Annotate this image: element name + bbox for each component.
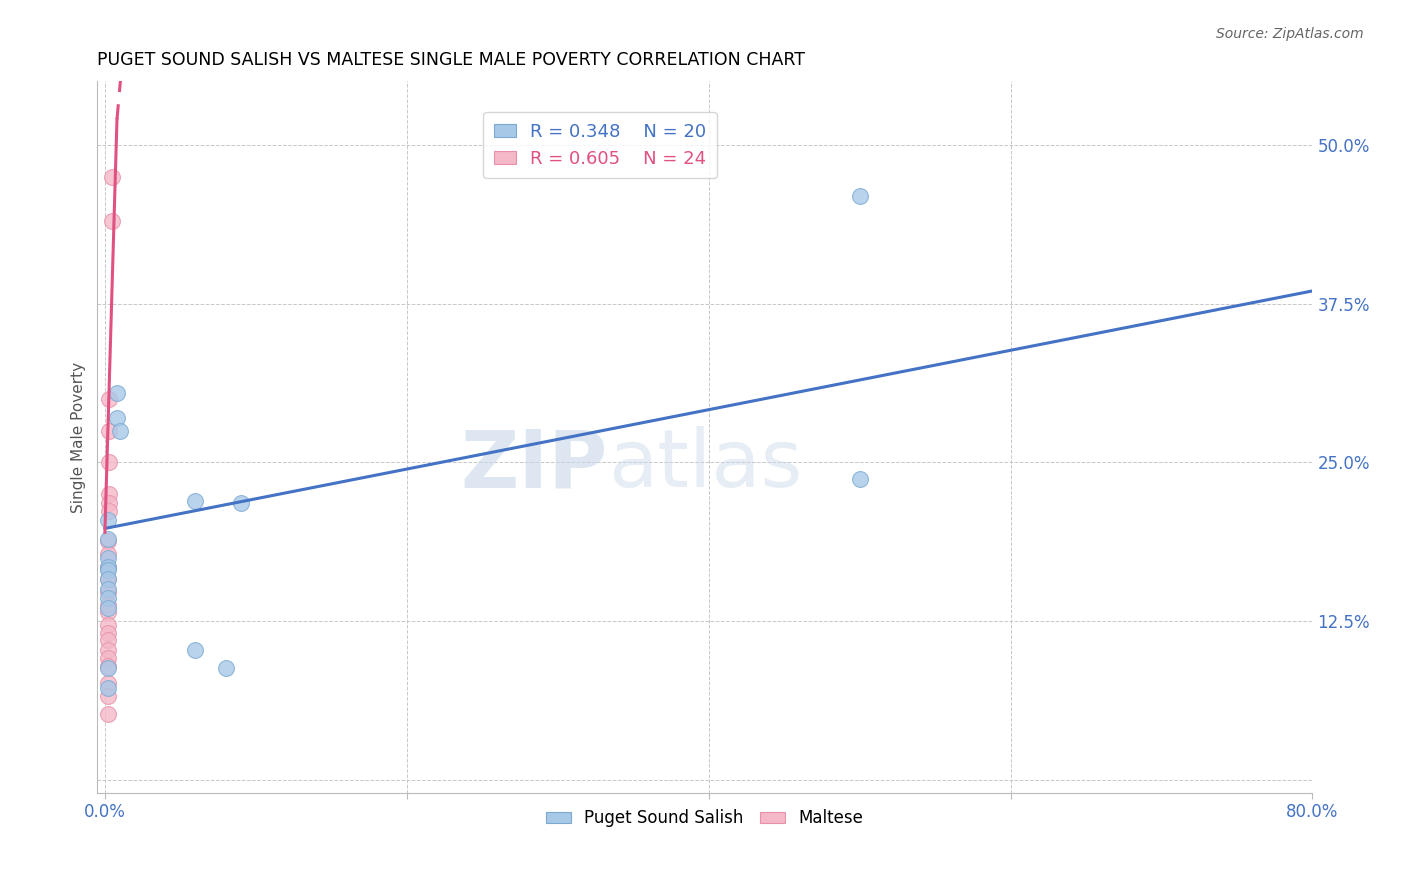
Point	[97, 651, 120, 665]
Text: ZIP: ZIP	[460, 426, 607, 505]
Point	[97, 706, 120, 721]
Point	[97, 585, 120, 599]
Point	[108, 424, 131, 438]
Point	[97, 582, 120, 597]
Legend: Puget Sound Salish, Maltese: Puget Sound Salish, Maltese	[540, 803, 870, 834]
Point	[97, 689, 120, 703]
Point	[214, 661, 236, 675]
Point	[105, 411, 128, 425]
Point	[97, 658, 120, 673]
Point	[97, 633, 120, 648]
Text: PUGET SOUND SALISH VS MALTESE SINGLE MALE POVERTY CORRELATION CHART: PUGET SOUND SALISH VS MALTESE SINGLE MAL…	[97, 51, 806, 69]
Point	[97, 601, 120, 615]
Point	[98, 392, 121, 406]
Point	[97, 512, 120, 526]
Point	[848, 188, 870, 202]
Point	[98, 455, 121, 469]
Point	[97, 625, 120, 640]
Point	[97, 547, 120, 561]
Text: Source: ZipAtlas.com: Source: ZipAtlas.com	[1216, 27, 1364, 41]
Point	[105, 385, 128, 400]
Point	[98, 487, 121, 501]
Point	[97, 532, 120, 546]
Point	[98, 424, 121, 438]
Point	[97, 605, 120, 619]
Point	[184, 493, 207, 508]
Point	[101, 214, 124, 228]
Point	[97, 598, 120, 612]
Y-axis label: Single Male Poverty: Single Male Poverty	[72, 361, 86, 513]
Point	[97, 559, 120, 574]
Point	[97, 534, 120, 549]
Point	[97, 681, 120, 696]
Point	[184, 643, 207, 657]
Point	[229, 496, 252, 510]
Point	[97, 563, 120, 577]
Point	[97, 559, 120, 574]
Point	[97, 572, 120, 586]
Point	[97, 661, 120, 675]
Point	[101, 169, 124, 184]
Point	[848, 472, 870, 486]
Point	[98, 504, 121, 518]
Point	[97, 643, 120, 657]
Point	[97, 572, 120, 586]
Point	[97, 618, 120, 632]
Point	[97, 676, 120, 690]
Point	[97, 550, 120, 565]
Point	[98, 496, 121, 510]
Point	[97, 591, 120, 606]
Text: atlas: atlas	[607, 426, 801, 505]
